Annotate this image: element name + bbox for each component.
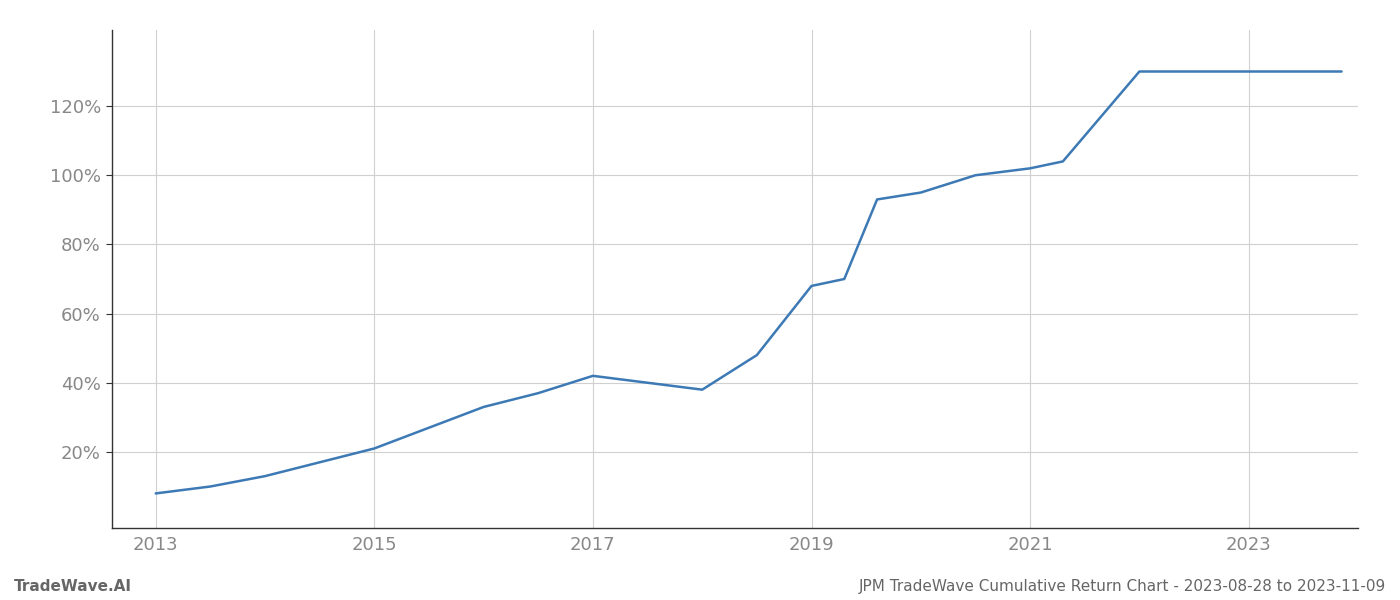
Text: JPM TradeWave Cumulative Return Chart - 2023-08-28 to 2023-11-09: JPM TradeWave Cumulative Return Chart - … xyxy=(858,579,1386,594)
Text: TradeWave.AI: TradeWave.AI xyxy=(14,579,132,594)
